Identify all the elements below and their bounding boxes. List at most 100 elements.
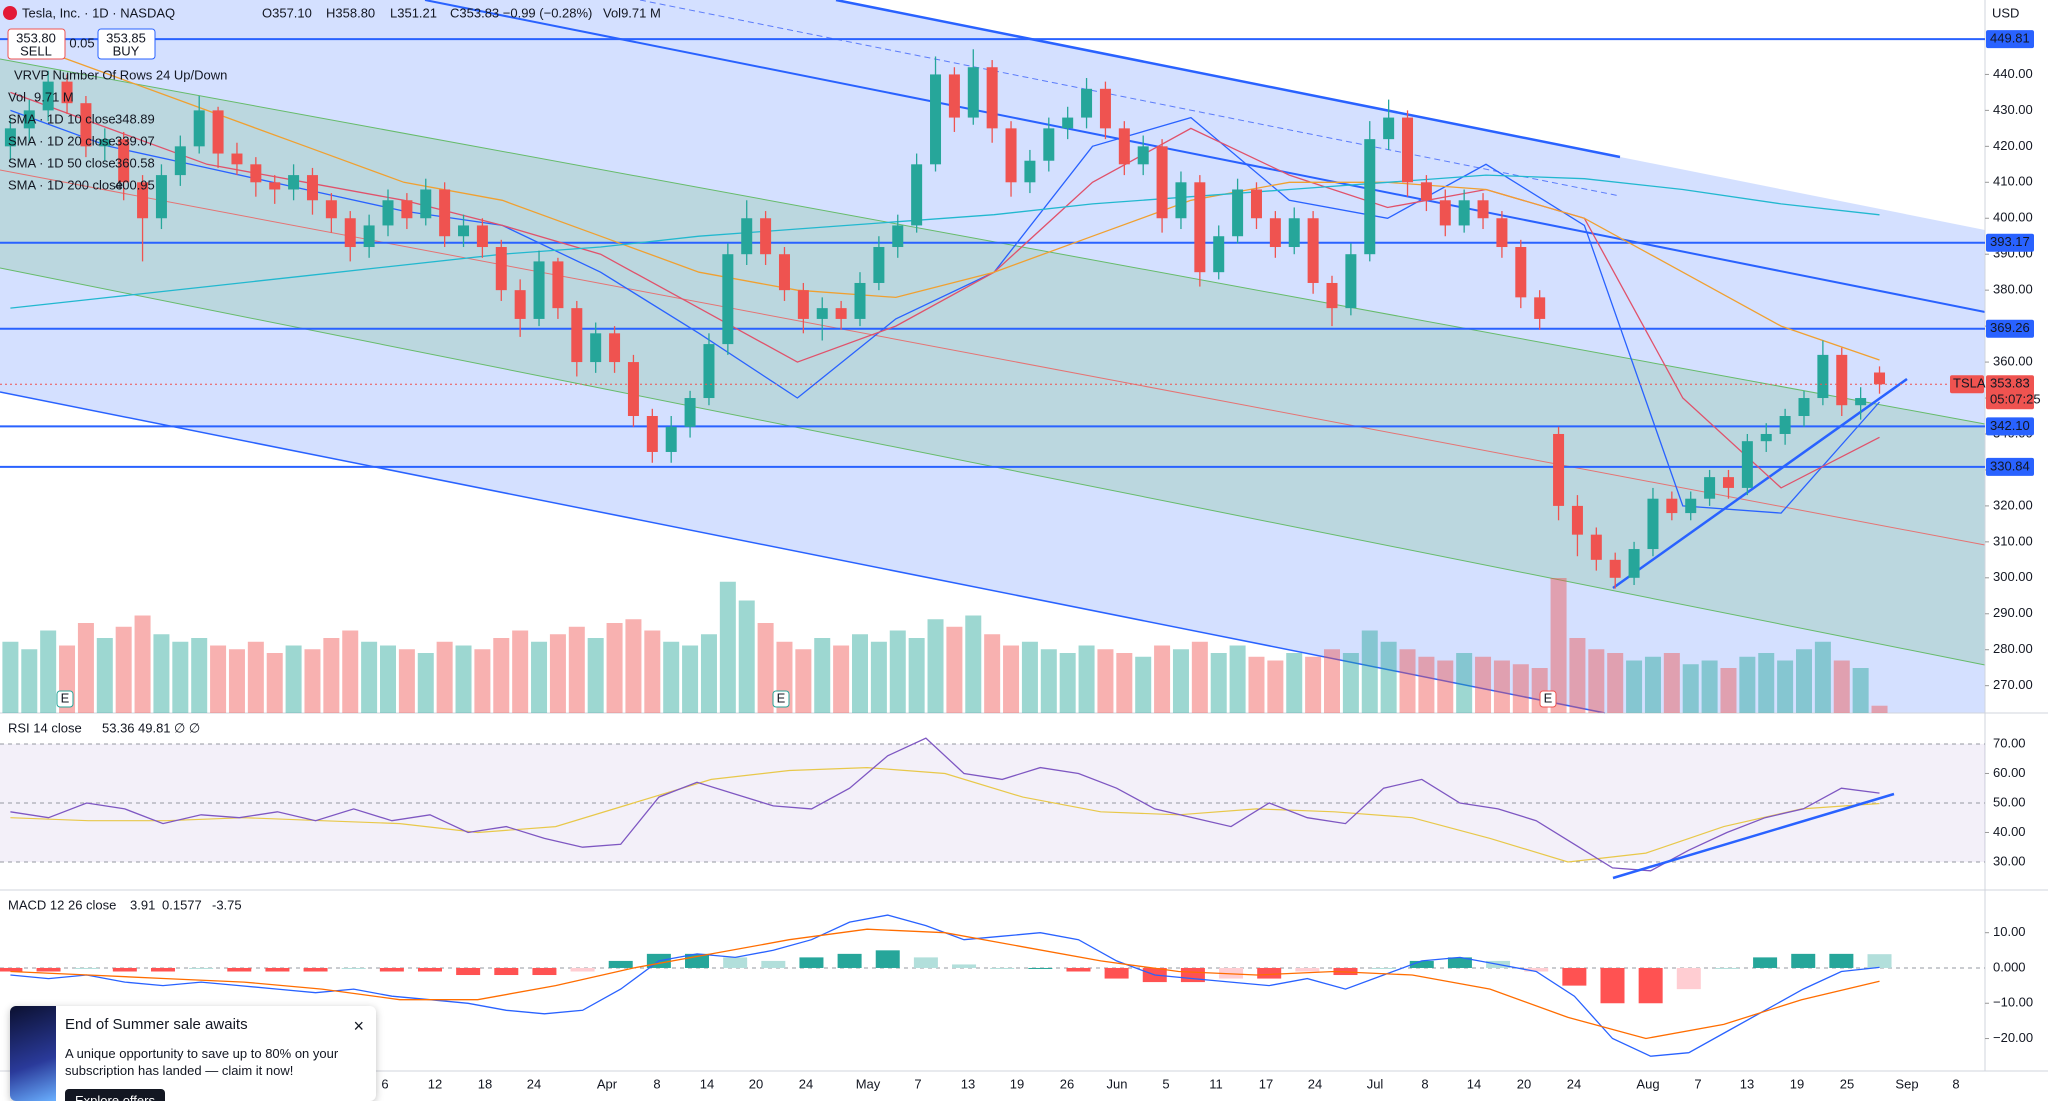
legend-name: SMA · 1D 200 close <box>8 177 123 192</box>
macd-histogram <box>150 967 175 972</box>
volume-bar <box>870 641 887 713</box>
trend-line <box>1612 377 1908 590</box>
candle-body <box>892 225 904 248</box>
volume-bar <box>1871 705 1888 713</box>
volume-bar <box>1644 656 1661 713</box>
candle-body <box>703 344 715 399</box>
macd-histogram <box>74 967 99 969</box>
promo-button[interactable]: Explore offers <box>65 1089 165 1101</box>
candle-body <box>835 308 847 319</box>
candle-body <box>1798 398 1810 417</box>
macd-histogram <box>0 967 23 972</box>
volume-bar <box>210 645 227 713</box>
rsi-line <box>10 737 1880 872</box>
candle-body <box>1553 433 1565 506</box>
volume-bar <box>285 645 302 713</box>
y-tick-label: −10.00 <box>1993 995 2033 1010</box>
candle-body <box>137 182 149 219</box>
candle-body <box>231 153 243 165</box>
x-tick-label: 6 <box>381 1076 388 1091</box>
candle-body <box>212 110 224 154</box>
volume-bar <box>134 615 151 713</box>
macd-histogram <box>1562 967 1587 986</box>
x-tick-label: Aug <box>1636 1076 1659 1091</box>
volume-bar <box>1833 660 1850 713</box>
candle-body <box>23 110 35 129</box>
macd-histogram <box>799 957 824 968</box>
x-tick-label: 24 <box>799 1076 813 1091</box>
macd-histogram <box>1295 967 1320 972</box>
macd-histogram <box>723 957 748 968</box>
level-label: 449.81 <box>1990 31 2030 46</box>
candle-body <box>401 200 413 219</box>
level-tag <box>1986 417 2034 436</box>
x-tick-label: Sep <box>1895 1076 1918 1091</box>
volume-bar <box>1852 668 1869 713</box>
sma-line <box>10 37 1880 361</box>
candle-body <box>420 189 432 219</box>
volume-bar <box>1437 660 1454 713</box>
candle-body <box>627 362 639 417</box>
volume-bar <box>908 638 925 713</box>
candle-body <box>1628 549 1640 578</box>
macd-histogram <box>1066 967 1091 972</box>
volume-bar <box>1720 668 1737 713</box>
candle-body <box>1062 117 1074 129</box>
volume-bar <box>1456 653 1473 713</box>
candle-body <box>741 218 753 255</box>
volume-bar <box>1324 649 1340 713</box>
candle-body <box>1383 117 1395 140</box>
candle-body <box>495 247 507 291</box>
x-tick-label: 13 <box>961 1076 975 1091</box>
sell-button[interactable] <box>7 28 66 60</box>
x-tick-label: 8 <box>653 1076 660 1091</box>
volume-bar <box>1682 664 1699 713</box>
volume-bar <box>889 630 906 713</box>
candle-body <box>306 175 318 201</box>
volume-bar <box>965 615 982 713</box>
volume-bar <box>531 641 548 713</box>
buy-button[interactable] <box>97 28 156 60</box>
volume-bar <box>266 653 283 713</box>
volume-bar <box>512 630 529 713</box>
candle-body <box>1250 189 1262 219</box>
volume-bar <box>1796 649 1812 713</box>
volume-bar <box>1229 645 1246 713</box>
earnings-label[interactable]: E <box>1544 690 1553 705</box>
candle-body <box>193 110 205 147</box>
y-tick-label: 400.00 <box>1993 210 2033 225</box>
y-tick-label: 270.00 <box>1993 677 2033 692</box>
x-tick-label: 18 <box>478 1076 492 1091</box>
volume-bar <box>700 634 717 713</box>
sma-line <box>10 174 1880 309</box>
earnings-label[interactable]: E <box>777 690 786 705</box>
y-tick-label: 40.00 <box>1993 824 2026 839</box>
volume-bar <box>1380 641 1397 713</box>
candle-body <box>1515 247 1527 298</box>
trend-line <box>835 0 1621 159</box>
candle-body <box>1081 88 1093 118</box>
volume-bar <box>474 649 491 713</box>
volume-bar <box>927 619 944 713</box>
price-tag-text: 353.83 <box>1990 376 2030 391</box>
logo <box>3 6 17 20</box>
candle-body <box>1836 354 1848 406</box>
promo-close[interactable]: × <box>353 1016 364 1036</box>
candle-body <box>61 81 73 104</box>
macd-histogram <box>1524 967 1549 972</box>
spread: 0.05 <box>69 35 94 50</box>
volume-bar <box>1550 578 1567 713</box>
candle-body <box>1175 182 1187 219</box>
level-tag <box>1986 319 2034 338</box>
volume-bar <box>1248 656 1265 713</box>
earnings-label[interactable]: E <box>61 690 70 705</box>
legend-vol: Vol <box>8 89 26 104</box>
candle-body <box>646 416 658 452</box>
candle-body <box>1043 128 1055 161</box>
macd-histogram <box>875 950 900 968</box>
legend-name: SMA · 1D 20 close <box>8 133 116 148</box>
macd-histogram <box>1791 953 1816 968</box>
volume-bar <box>1078 645 1095 713</box>
macd-histogram <box>608 960 633 968</box>
